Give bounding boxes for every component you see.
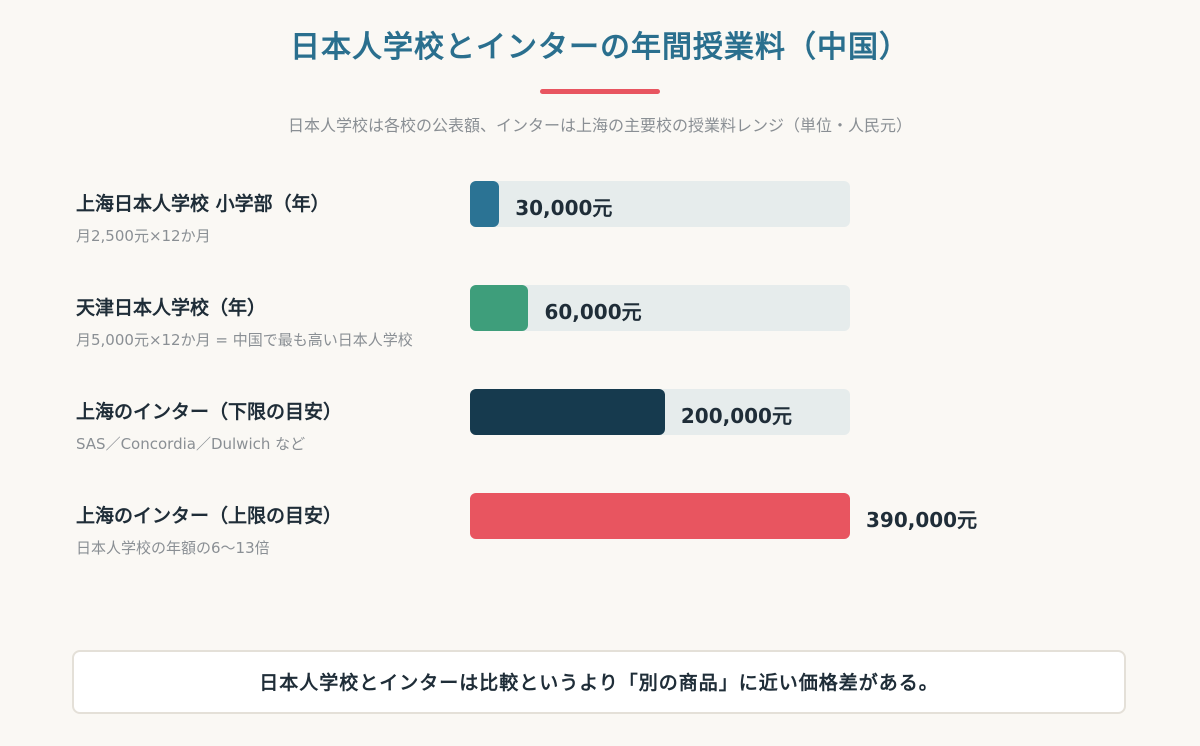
bar — [470, 389, 665, 435]
category-note: 月2,500元×12か月 — [76, 227, 211, 245]
bar — [470, 493, 850, 539]
category-note: 日本人学校の年額の6〜13倍 — [76, 539, 270, 557]
summary-callout: 日本人学校とインターは比較というより「別の商品」に近い価格差がある。 — [72, 650, 1126, 714]
chart-subtitle: 日本人学校は各校の公表額、インターは上海の主要校の授業料レンジ（単位・人民元） — [287, 116, 912, 135]
bar-track — [470, 181, 850, 227]
value-label: 390,000元 — [866, 508, 978, 532]
summary-text: 日本人学校とインターは比較というより「別の商品」に近い価格差がある。 — [259, 672, 939, 694]
bar — [470, 285, 529, 331]
value-label: 30,000元 — [515, 196, 613, 220]
bar-track — [470, 285, 850, 331]
bar-row: 上海のインター（上限の目安） 日本人学校の年額の6〜13倍 390,000元 — [0, 493, 1200, 573]
value-label: 60,000元 — [544, 300, 642, 324]
bar — [470, 181, 500, 227]
category-note: SAS／Concordia／Dulwich など — [76, 435, 306, 453]
value-label: 200,000元 — [680, 404, 792, 428]
category-label: 上海のインター（下限の目安） — [76, 401, 343, 423]
category-note: 月5,000元×12か月 = 中国で最も高い日本人学校 — [76, 331, 413, 349]
chart-title: 日本人学校とインターの年間授業料（中国） — [290, 30, 910, 65]
category-label: 天津日本人学校（年） — [76, 297, 267, 319]
title-underline — [540, 89, 660, 94]
category-label: 上海のインター（上限の目安） — [76, 505, 343, 527]
bar-row: 上海のインター（下限の目安） SAS／Concordia／Dulwich など … — [0, 389, 1200, 469]
bar-row: 上海日本人学校 小学部（年） 月2,500元×12か月 30,000元 — [0, 181, 1200, 261]
category-label: 上海日本人学校 小学部（年） — [76, 193, 330, 215]
bar-row: 天津日本人学校（年） 月5,000元×12か月 = 中国で最も高い日本人学校 6… — [0, 285, 1200, 365]
